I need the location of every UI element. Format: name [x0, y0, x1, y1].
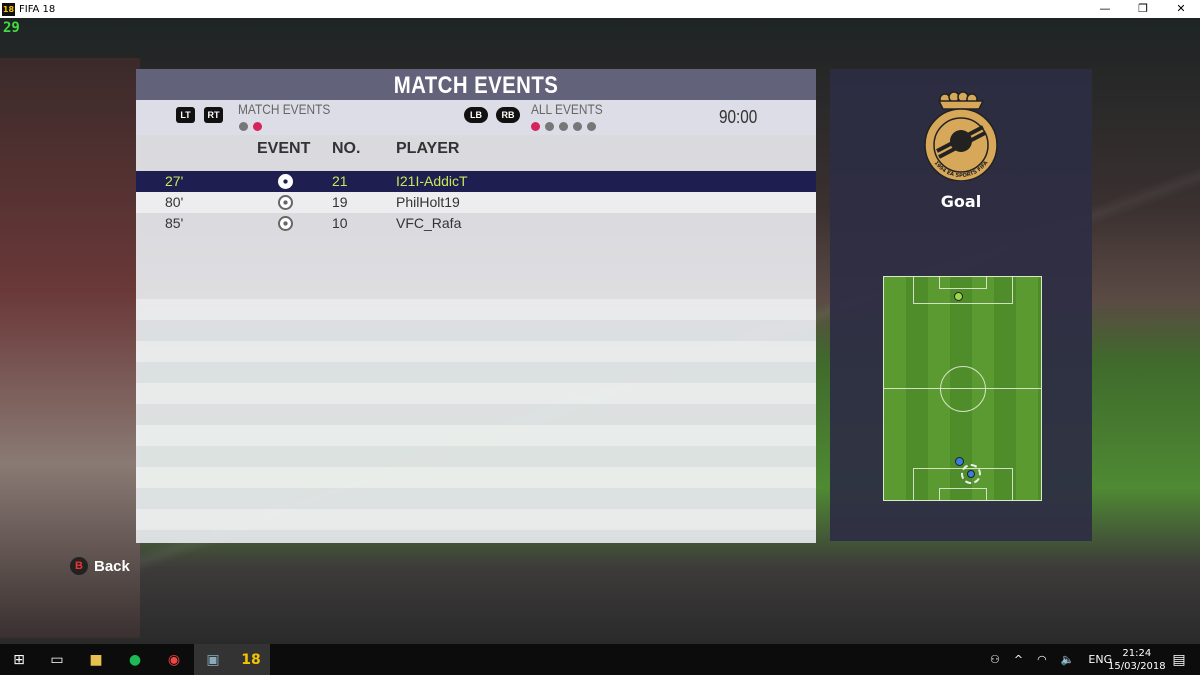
task-view-icon[interactable]: ▭: [50, 651, 64, 668]
file-explorer-icon[interactable]: ■: [89, 651, 103, 668]
page-dot: [573, 122, 582, 131]
restore-button[interactable]: ❐: [1138, 2, 1148, 15]
empty-rows: [136, 299, 816, 543]
player-name: VFC_Rafa: [396, 215, 462, 231]
event-page-dots: [531, 122, 596, 131]
clock-area[interactable]: 21:24 15/03/2018: [1108, 647, 1166, 673]
back-button[interactable]: B Back: [70, 557, 130, 575]
pitch-map: [883, 276, 1042, 501]
stadium-stands: [0, 58, 140, 638]
player-name: I21I-AddicT: [396, 173, 468, 189]
player-name: PhilHolt19: [396, 194, 460, 210]
column-no: NO.: [332, 140, 361, 157]
table-row[interactable]: 80' 19 PhilHolt19: [136, 192, 816, 213]
filter-bar: LT RT MATCH EVENTS LB RB ALL EVENTS 90:0…: [136, 100, 816, 135]
notifications-icon[interactable]: ▤: [1172, 651, 1186, 668]
tray-date: 15/03/2018: [1108, 661, 1166, 672]
panel-title: MATCH EVENTS: [187, 69, 765, 100]
rb-button-icon[interactable]: RB: [496, 107, 520, 123]
rt-button-icon[interactable]: RT: [204, 107, 223, 123]
column-player: PLAYER: [396, 140, 460, 157]
player-number: 21: [332, 173, 348, 189]
events-table: 27' 21 I21I-AddicT 80' 19 PhilHolt19 85' 1…: [136, 171, 816, 234]
match-clock: 90:00: [719, 107, 758, 127]
window-title-bar: 18 FIFA 18 — ❐ ✕: [0, 0, 1200, 18]
people-icon[interactable]: ⚇: [990, 653, 1000, 666]
taskbar: ⊞ ▭ ■ ● ◉ ▣ 18 ⚇ ^ ◠ 🔈 ENG 21:24 15/03/2…: [0, 644, 1200, 675]
minimize-button[interactable]: —: [1099, 2, 1111, 15]
player-position-marker: [955, 457, 964, 466]
b-button-icon: B: [70, 557, 88, 575]
goal-ball-icon: [278, 195, 293, 210]
page-dot: [545, 122, 554, 131]
lt-button-icon[interactable]: LT: [176, 107, 195, 123]
player-number: 19: [332, 194, 348, 210]
spotify-icon[interactable]: ●: [128, 651, 142, 668]
player-position-marker: [954, 292, 963, 301]
chrome-icon[interactable]: ◉: [167, 651, 181, 668]
tray-time: 21:24: [1122, 648, 1152, 659]
language-indicator[interactable]: ENG: [1088, 653, 1113, 666]
page-dot-active: [531, 122, 540, 131]
page-dot: [559, 122, 568, 131]
back-label: Back: [94, 557, 130, 575]
close-button[interactable]: ✕: [1176, 2, 1186, 15]
player-number: 10: [332, 215, 348, 231]
window-title: FIFA 18: [19, 3, 56, 15]
event-time: 27': [165, 173, 184, 189]
filter-label: MATCH EVENTS: [238, 101, 331, 117]
table-header: EVENT NO. PLAYER: [136, 135, 816, 165]
page-dot: [239, 122, 248, 131]
goal-ball-icon: [278, 216, 293, 231]
volume-icon[interactable]: 🔈: [1060, 653, 1075, 666]
chevron-up-icon[interactable]: ^: [1013, 653, 1024, 666]
event-time: 80': [165, 194, 184, 210]
fifa-taskbar-icon[interactable]: 18: [232, 644, 270, 675]
event-type-label: ALL EVENTS: [531, 101, 603, 117]
fps-counter: 29: [3, 20, 20, 36]
lb-button-icon[interactable]: LB: [464, 107, 488, 123]
table-row[interactable]: 27' 21 I21I-AddicT: [136, 171, 816, 192]
filter-page-dots: [239, 122, 262, 131]
player-position-marker: [967, 470, 975, 478]
fifa-app-icon: 18: [2, 2, 15, 16]
page-dot: [587, 122, 596, 131]
match-events-panel: MATCH EVENTS LT RT MATCH EVENTS LB RB AL…: [136, 69, 816, 543]
event-time: 85': [165, 215, 184, 231]
table-row[interactable]: 85' 10 VFC_Rafa: [136, 213, 816, 234]
club-crest-logo: 1994 EA SPORTS FIFA: [924, 91, 998, 181]
app-icon[interactable]: ▣: [194, 644, 232, 675]
goal-scorer-marker: [961, 464, 981, 484]
windows-start-icon[interactable]: ⊞: [13, 651, 25, 668]
event-detail-panel: 1994 EA SPORTS FIFA Goal: [830, 69, 1092, 541]
wifi-icon[interactable]: ◠: [1037, 653, 1047, 666]
page-dot-active: [253, 122, 262, 131]
goal-ball-icon: [278, 174, 293, 189]
event-type-title: Goal: [940, 192, 982, 211]
column-event: EVENT: [257, 140, 311, 157]
